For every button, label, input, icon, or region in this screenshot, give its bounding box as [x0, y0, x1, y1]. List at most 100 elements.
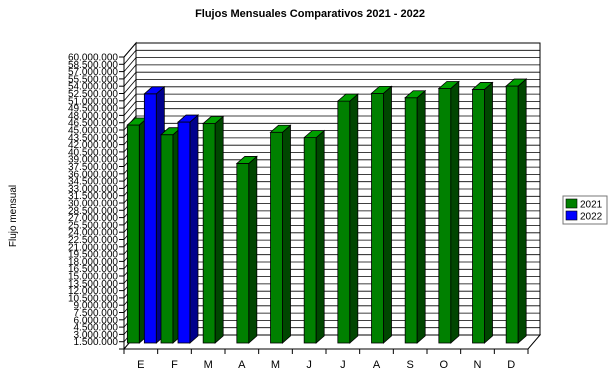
- bar-front: [143, 93, 157, 344]
- bar-top: [471, 82, 494, 90]
- gridline-side: [123, 101, 137, 116]
- y-tick-label: 12.000.000: [68, 286, 118, 297]
- bar-front: [160, 134, 174, 344]
- y-tick-label: 3.000.000: [74, 330, 119, 341]
- y-axis-label: Flujo mensual: [8, 185, 19, 247]
- y-tick-label: 6.000.000: [74, 315, 119, 326]
- y-tick-label: 15.000.000: [68, 272, 118, 283]
- bar-front: [505, 85, 519, 344]
- legend-swatch: [565, 198, 578, 209]
- gridline-side: [123, 79, 137, 94]
- bar: [404, 89, 427, 344]
- x-tick-label: D: [507, 359, 515, 371]
- y-tick-label: 40.500.000: [68, 147, 118, 158]
- y-tick-label: 16.500.000: [68, 264, 118, 275]
- bar-side: [214, 115, 224, 344]
- bar: [176, 114, 200, 344]
- y-tick-label: 31.500.000: [68, 191, 118, 202]
- bar: [303, 129, 326, 344]
- bar-top: [303, 130, 326, 139]
- y-axis-ticks: 1.500.0003.000.0004.500.0006.000.0007.50…: [68, 53, 124, 350]
- y-tick-label: 45.000.000: [68, 126, 118, 137]
- bar-front: [438, 88, 452, 344]
- gridline-side: [123, 86, 137, 102]
- bar-side: [416, 89, 426, 344]
- bar-top: [404, 90, 427, 99]
- bar-side: [517, 78, 527, 344]
- gridline-side: [123, 71, 137, 87]
- bar-side: [349, 93, 359, 344]
- bar-front: [202, 123, 216, 344]
- x-tick-label: N: [474, 359, 482, 371]
- x-tick-label: A: [238, 359, 246, 371]
- gridline-side: [123, 64, 137, 80]
- y-tick-label: 30.000.000: [68, 199, 118, 210]
- gridline-side: [123, 42, 137, 58]
- y-tick-label: 19.500.000: [68, 250, 118, 261]
- bar-top: [370, 85, 393, 94]
- y-tick-label: 55.500.000: [68, 74, 118, 85]
- y-tick-label: 37.500.000: [68, 162, 118, 173]
- gridline-side: [123, 57, 137, 72]
- y-tick-label: 51.000.000: [68, 96, 118, 107]
- bar-top: [202, 116, 225, 124]
- bar-front: [177, 121, 191, 344]
- x-tick-label: M: [204, 359, 213, 371]
- bar-front: [371, 92, 384, 344]
- bar-front: [472, 89, 485, 344]
- y-tick-label: 42.000.000: [68, 140, 118, 151]
- x-tick-label: J: [306, 359, 312, 371]
- legend-swatch: [565, 210, 578, 221]
- y-tick-label: 34.500.000: [68, 177, 118, 188]
- y-tick-label: 4.500.000: [74, 323, 119, 334]
- bar: [370, 85, 393, 344]
- chart-title: Flujos Mensuales Comparativos 2021 - 202…: [195, 8, 425, 20]
- legend-label: 2022: [580, 212, 603, 223]
- y-tick-label: 18.000.000: [68, 257, 118, 268]
- y-tick-label: 28.500.000: [68, 206, 118, 217]
- bar: [505, 78, 528, 344]
- y-tick-label: 48.000.000: [68, 111, 118, 122]
- x-tick-label: E: [137, 359, 144, 371]
- y-tick-label: 43.500.000: [68, 133, 118, 144]
- y-tick-label: 33.000.000: [68, 184, 118, 195]
- y-tick-label: 10.500.000: [68, 293, 118, 304]
- legend-label: 2021: [580, 200, 603, 211]
- bar-top: [176, 114, 200, 123]
- bar-side: [189, 114, 199, 344]
- bar: [202, 115, 225, 344]
- bar-front: [236, 163, 250, 344]
- y-tick-label: 13.500.000: [68, 279, 118, 290]
- bar-top: [143, 86, 166, 95]
- y-tick-label: 49.500.000: [68, 104, 118, 115]
- y-tick-label: 1.500.000: [74, 337, 119, 348]
- gridline-side: [123, 108, 137, 123]
- bar-top: [437, 81, 460, 89]
- y-tick-label: 9.000.000: [74, 301, 119, 312]
- bar-top: [336, 93, 359, 102]
- y-tick-label: 27.000.000: [68, 213, 118, 224]
- bar-side: [282, 124, 291, 344]
- bar-side: [450, 80, 460, 344]
- gridline-side: [123, 93, 137, 109]
- x-tick-label: A: [373, 359, 381, 371]
- bar-side: [248, 155, 258, 344]
- bar-top: [269, 124, 292, 133]
- y-tick-label: 21.000.000: [68, 242, 118, 253]
- bar: [235, 155, 258, 344]
- y-tick-label: 60.000.000: [68, 53, 118, 64]
- y-tick-label: 24.000.000: [68, 228, 118, 239]
- gridline-side: [123, 50, 137, 65]
- bar-front: [303, 137, 317, 344]
- bar-front: [337, 100, 351, 344]
- y-tick-label: 57.000.000: [68, 67, 118, 78]
- y-tick-label: 36.000.000: [68, 169, 118, 180]
- bar: [269, 124, 292, 344]
- bar-top: [235, 156, 258, 164]
- y-tick-label: 58.500.000: [68, 60, 118, 71]
- bar-side: [383, 85, 392, 344]
- bar-top: [505, 78, 528, 87]
- bar: [336, 93, 359, 344]
